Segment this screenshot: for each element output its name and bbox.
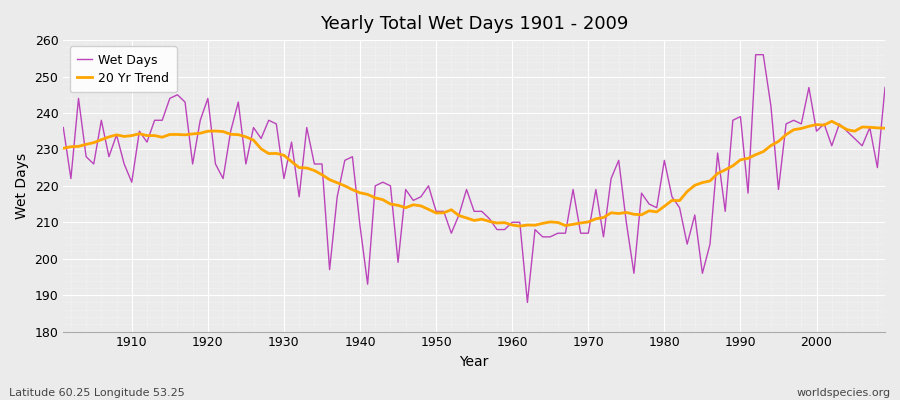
20 Yr Trend (58, 146, 68, 151)
Wet Days (119, 162, 130, 166)
20 Yr Trend (286, 159, 297, 164)
Text: Latitude 60.25 Longitude 53.25: Latitude 60.25 Longitude 53.25 (9, 388, 184, 398)
Legend: Wet Days, 20 Yr Trend: Wet Days, 20 Yr Trend (69, 46, 176, 92)
Wet Days (606, 176, 616, 181)
Wet Days (879, 85, 890, 90)
20 Yr Trend (826, 119, 837, 124)
Y-axis label: Wet Days: Wet Days (15, 153, 29, 219)
Wet Days (507, 220, 517, 225)
Text: worldspecies.org: worldspecies.org (796, 388, 891, 398)
X-axis label: Year: Year (460, 355, 489, 369)
20 Yr Trend (500, 220, 510, 225)
Wet Days (58, 125, 68, 130)
Title: Yearly Total Wet Days 1901 - 2009: Yearly Total Wet Days 1901 - 2009 (320, 15, 628, 33)
20 Yr Trend (507, 223, 517, 228)
Line: 20 Yr Trend: 20 Yr Trend (63, 121, 885, 226)
Wet Days (332, 194, 343, 199)
20 Yr Trend (332, 180, 343, 185)
Wet Days (522, 300, 533, 305)
20 Yr Trend (606, 210, 616, 215)
Wet Days (286, 140, 297, 144)
Wet Days (500, 227, 510, 232)
20 Yr Trend (119, 134, 130, 139)
Wet Days (751, 52, 761, 57)
20 Yr Trend (515, 224, 526, 228)
Line: Wet Days: Wet Days (63, 55, 885, 302)
20 Yr Trend (879, 126, 890, 131)
